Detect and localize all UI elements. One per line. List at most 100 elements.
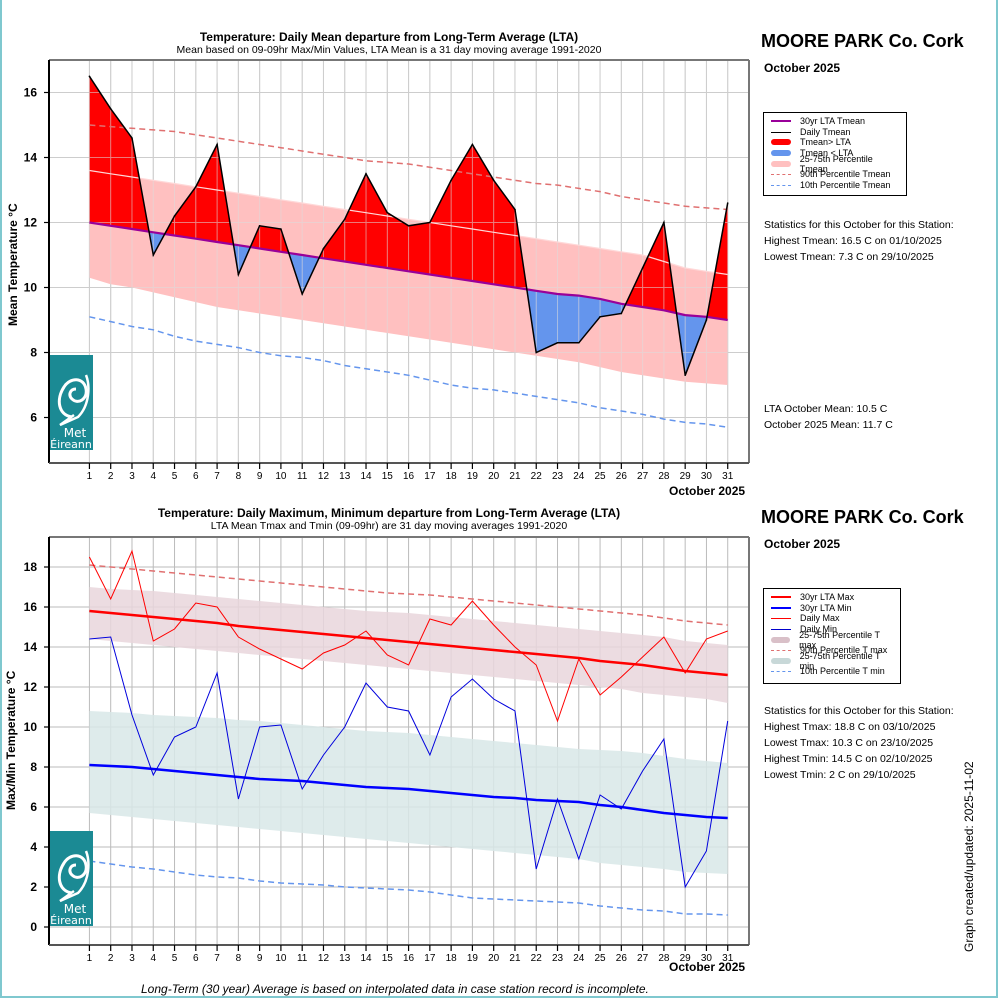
lower-x-axis-label: October 2025 xyxy=(669,960,746,974)
upper-above-lta-area xyxy=(195,144,218,242)
lower-p10-tmin-line xyxy=(89,860,728,916)
upper-above-lta-area xyxy=(387,212,409,272)
upper-legend-item: Tmean> LTA xyxy=(768,137,902,148)
upper-legend-item: 10th Percentile Tmean xyxy=(768,180,902,191)
upper-legend-item: 25-75th Percentile Tmean xyxy=(768,154,902,174)
upper-x-axis-label: October 2025 xyxy=(669,484,746,498)
upper-means: LTA October Mean: 10.5 C October 2025 Me… xyxy=(764,401,893,433)
lower-x-tick-label: 11 xyxy=(297,953,308,964)
lower-x-tick-label: 21 xyxy=(509,953,521,964)
lower-legend-swatch-icon xyxy=(768,624,794,634)
upper-legend-label: 25-75th Percentile Tmean xyxy=(799,153,873,174)
lower-legend-item: 90th Percentile T max xyxy=(768,645,896,656)
lower-y-tick-label: 10 xyxy=(24,720,38,734)
upper-x-tick-label: 2 xyxy=(108,471,114,482)
lower-x-tick-label: 28 xyxy=(658,953,670,964)
upper-y-tick-label: 14 xyxy=(24,151,38,165)
lower-x-tick-label: 18 xyxy=(446,953,458,964)
upper-legend-label: Tmean < LTA xyxy=(800,148,854,159)
upper-above-lta-area xyxy=(323,219,345,262)
upper-above-lta-area xyxy=(174,186,196,239)
logo-tail-icon xyxy=(59,850,90,903)
upper-x-tick-label: 4 xyxy=(150,471,156,482)
upper-x-tick-label: 9 xyxy=(257,471,263,482)
upper-x-tick-label: 7 xyxy=(214,471,220,482)
lower-legend-label: Daily Min xyxy=(800,624,838,635)
lower-y-tick-label: 8 xyxy=(30,760,37,774)
upper-x-tick-label: 20 xyxy=(488,471,500,482)
upper-daily-tmean-point xyxy=(535,351,538,354)
logo-tail-icon xyxy=(59,374,90,427)
logo-text-met: Met xyxy=(64,902,87,916)
lower-stat-lowest-tmin: Lowest Tmin: 2 C on 29/10/2025 xyxy=(764,769,916,781)
logo-swirl-icon xyxy=(57,378,88,419)
lower-x-tick-label: 3 xyxy=(129,953,135,964)
lower-x-tick-label: 2 xyxy=(108,953,114,964)
lower-x-tick-label: 26 xyxy=(616,953,628,964)
lower-x-tick-label: 4 xyxy=(150,953,156,964)
upper-y-tick-label: 10 xyxy=(24,281,38,295)
lower-daily-min-line xyxy=(89,636,729,889)
upper-daily-tmean-point xyxy=(663,221,665,224)
lower-lta-min-line xyxy=(89,763,728,820)
lower-x-tick-label: 20 xyxy=(488,953,500,964)
upper-above-lta-area xyxy=(366,173,388,268)
upper-p90-line xyxy=(89,124,728,211)
upper-below-lta-area xyxy=(578,295,601,343)
upper-below-lta-area xyxy=(536,290,558,353)
upper-above-lta-area xyxy=(429,180,452,278)
upper-chart-subtitle: Mean based on 09-09hr Max/Min Values, LT… xyxy=(176,44,602,56)
upper-daily-tmean-point xyxy=(131,137,133,139)
upper-legend-swatch-icon xyxy=(768,137,794,147)
upper-p10-line xyxy=(89,316,728,429)
upper-x-tick-label: 15 xyxy=(382,471,394,482)
upper-above-lta-area xyxy=(472,144,494,285)
upper-chart-title: Temperature: Daily Mean departure from L… xyxy=(199,30,579,44)
lower-legend-swatch-icon xyxy=(768,635,793,645)
upper-x-tick-label: 3 xyxy=(129,471,135,482)
lower-x-tick-label: 22 xyxy=(531,953,543,964)
upper-x-tick-label: 16 xyxy=(403,471,415,482)
upper-month-label: October 2025 xyxy=(764,61,841,75)
lower-y-tick-label: 14 xyxy=(24,640,38,654)
upper-daily-tmean-point xyxy=(322,247,325,250)
upper-daily-tmean-point xyxy=(216,143,218,146)
upper-daily-tmean-point xyxy=(301,293,303,295)
lower-x-tick-label: 1 xyxy=(87,953,93,964)
upper-x-tick-label: 29 xyxy=(680,471,692,482)
lower-chart-title: Temperature: Daily Maximum, Minimum depa… xyxy=(157,506,621,520)
lower-lta-max-line xyxy=(89,609,728,677)
upper-x-tick-label: 18 xyxy=(446,471,458,482)
upper-x-tick-label: 1 xyxy=(87,471,93,482)
upper-daily-tmean-point xyxy=(237,273,240,276)
lower-month-label: October 2025 xyxy=(764,537,841,551)
upper-legend-swatch-icon xyxy=(768,127,794,137)
lower-x-tick-label: 19 xyxy=(467,953,479,964)
upper-daily-tmean-point xyxy=(705,319,708,321)
upper-above-lta-area xyxy=(408,222,430,275)
upper-legend-item: Daily Tmean xyxy=(768,127,902,138)
upper-daily-tmean-point xyxy=(514,208,516,211)
upper-legend-label: 30yr LTA Tmean xyxy=(800,116,866,127)
graph-updated-date: Graph created/updated: 2025-11-02 xyxy=(962,761,976,952)
lower-legend-label: 25-75th Percentile T max xyxy=(799,629,880,650)
lower-legend-label: Daily Max xyxy=(800,613,840,624)
upper-legend-label: Tmean> LTA xyxy=(800,137,851,148)
upper-stats-header: Statistics for this October for this Sta… xyxy=(764,219,954,231)
upper-legend-swatch-icon xyxy=(768,159,794,169)
lower-y-axis-label: Max/Min Temperature °C xyxy=(4,670,18,810)
upper-daily-tmean-point xyxy=(599,315,601,318)
lower-x-tick-label: 16 xyxy=(403,953,415,964)
footnote: Long-Term (30 year) Average is based on … xyxy=(141,982,649,996)
upper-daily-tmean-point xyxy=(386,211,389,214)
upper-x-tick-label: 13 xyxy=(339,471,351,482)
lower-stat-highest-tmax: Highest Tmax: 18.8 C on 03/10/2025 xyxy=(764,721,936,733)
lower-x-tick-label: 13 xyxy=(339,953,351,964)
upper-x-tick-label: 10 xyxy=(275,471,287,482)
upper-x-tick-label: 12 xyxy=(318,471,330,482)
lower-x-tick-label: 24 xyxy=(573,953,585,964)
lower-station-name: MOORE PARK Co. Cork xyxy=(761,507,964,527)
upper-x-tick-label: 21 xyxy=(509,471,521,482)
upper-x-tick-label: 28 xyxy=(658,471,670,482)
